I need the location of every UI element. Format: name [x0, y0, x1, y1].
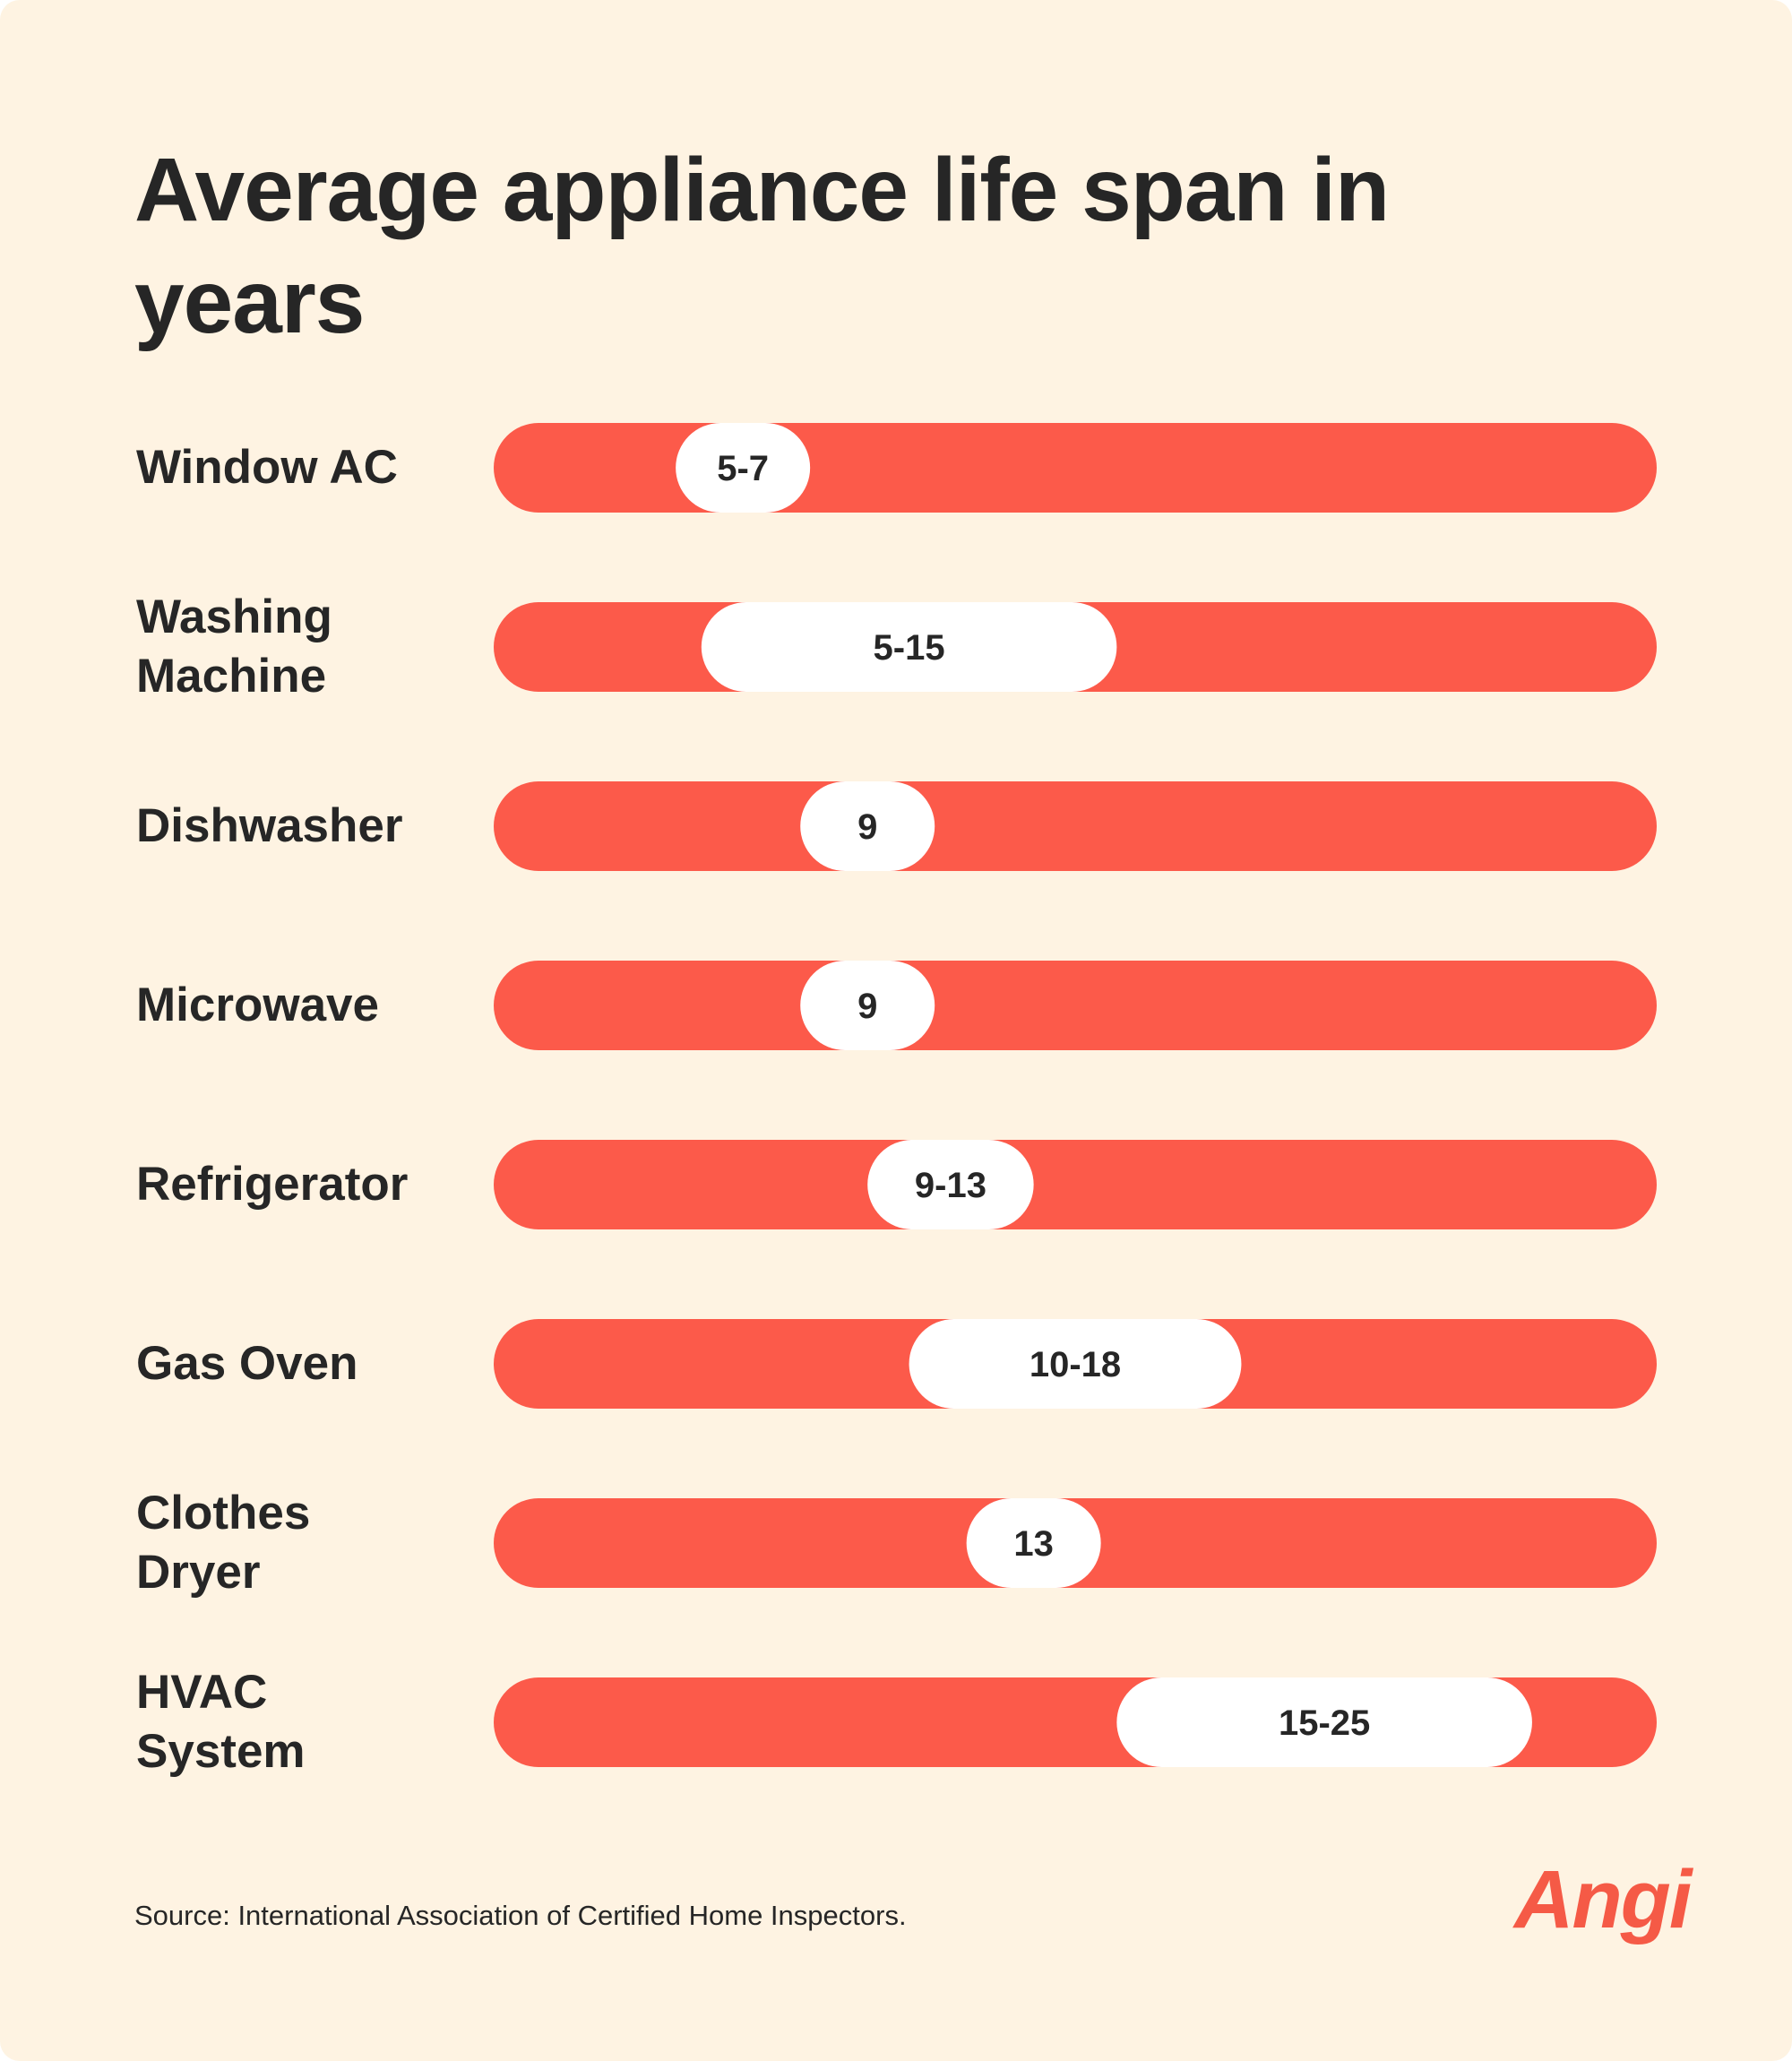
bar-row: Refrigerator 9-13 [136, 1140, 1657, 1229]
category-label: Microwave [136, 979, 379, 1031]
value-label: 9 [857, 987, 877, 1026]
bar-row: Gas Oven 10-18 [136, 1319, 1657, 1409]
value-label: 10-18 [1030, 1345, 1121, 1384]
bar-row: Clothes Dryer 13 [136, 1487, 1657, 1599]
value-label: 13 [1013, 1524, 1054, 1564]
range-pill [800, 781, 935, 871]
category-label: System [136, 1725, 306, 1778]
range-pill [1116, 1677, 1532, 1767]
angi-logo: Angi [1514, 1854, 1692, 1945]
value-label: 9-13 [915, 1166, 986, 1205]
value-label: 5-15 [874, 628, 945, 668]
category-label: Dryer [136, 1546, 260, 1599]
category-label: Gas Oven [136, 1337, 358, 1390]
range-pill [701, 602, 1117, 692]
bar-row: Window AC 5-7 [136, 423, 1657, 513]
category-label: Dishwasher [136, 799, 403, 852]
range-pill [800, 961, 935, 1050]
lifespan-chart: Window AC 5-7 Washing Machine 5-15 Dishwasher… [136, 423, 1657, 1778]
chart-title: Average appliance life span in years [134, 140, 1390, 352]
range-bar-track [494, 961, 1657, 1050]
range-pill [867, 1140, 1034, 1229]
range-bar-track [494, 1140, 1657, 1229]
bar-row: HVAC System 15-25 [136, 1666, 1657, 1778]
category-label: Window AC [136, 441, 398, 494]
value-label: 9 [857, 807, 877, 847]
bar-row: Washing Machine 5-15 [136, 591, 1657, 703]
category-label: Refrigerator [136, 1158, 408, 1211]
range-pill [966, 1498, 1101, 1588]
range-pill [676, 423, 811, 513]
bar-row: Microwave 9 [136, 961, 1657, 1050]
category-label: Clothes [136, 1487, 310, 1539]
category-label: Machine [136, 650, 326, 703]
bar-row: Dishwasher 9 [136, 781, 1657, 871]
category-label: Washing [136, 591, 332, 643]
value-label: 15-25 [1279, 1703, 1370, 1743]
category-label: HVAC [136, 1666, 267, 1719]
source-note: Source: International Association of Cer… [134, 1900, 907, 1931]
range-bar-track [494, 423, 1657, 513]
value-label: 5-7 [717, 449, 769, 488]
range-bar-track [494, 781, 1657, 871]
range-pill [909, 1319, 1242, 1409]
